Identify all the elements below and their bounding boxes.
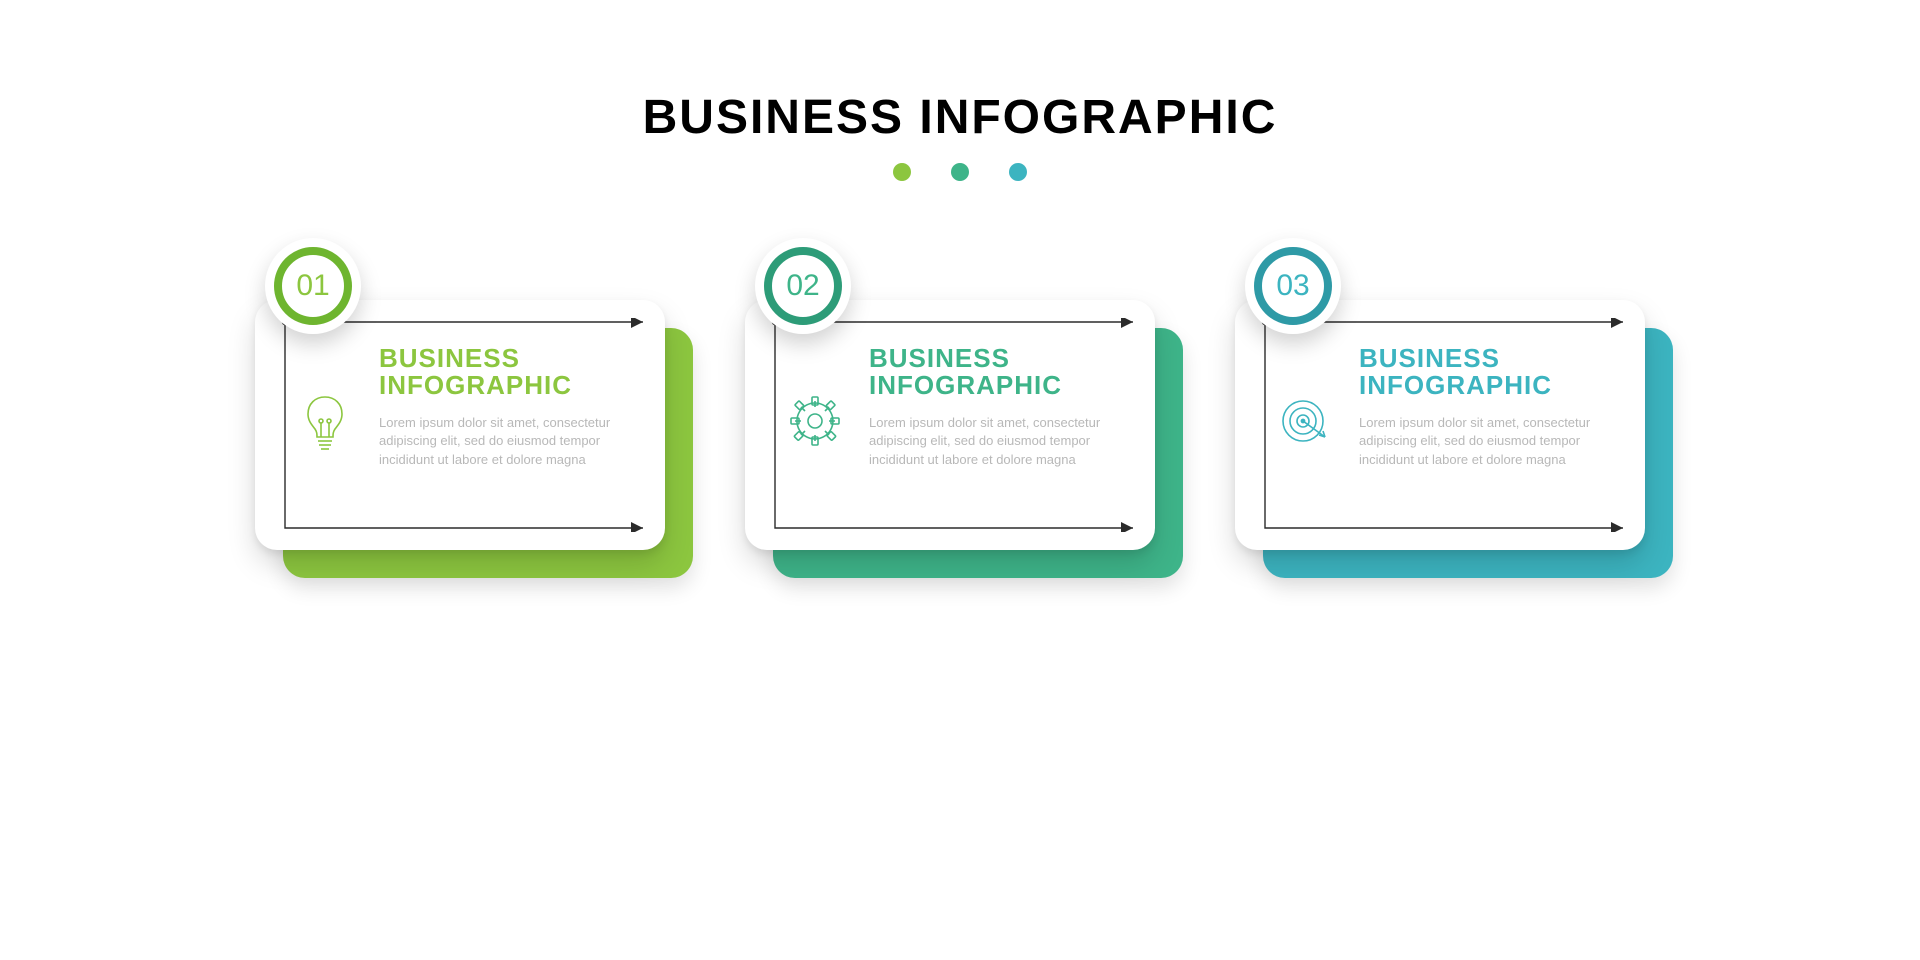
step-3-title: BUSINESSINFOGRAPHIC bbox=[1359, 345, 1615, 400]
steps-row: BUSINESSINFOGRAPHIC Lorem ipsum dolor si… bbox=[0, 300, 1920, 580]
step-2-frontcard: BUSINESSINFOGRAPHIC Lorem ipsum dolor si… bbox=[745, 300, 1155, 550]
step-1-frontcard: BUSINESSINFOGRAPHIC Lorem ipsum dolor si… bbox=[255, 300, 665, 550]
step-3-body: Lorem ipsum dolor sit amet, consectetur … bbox=[1359, 414, 1615, 471]
dot-2 bbox=[951, 163, 969, 181]
step-2: BUSINESSINFOGRAPHIC Lorem ipsum dolor si… bbox=[745, 300, 1175, 580]
step-1: BUSINESSINFOGRAPHIC Lorem ipsum dolor si… bbox=[255, 300, 685, 580]
dot-3 bbox=[1009, 163, 1027, 181]
step-2-title: BUSINESSINFOGRAPHIC bbox=[869, 345, 1125, 400]
header-dots bbox=[0, 163, 1920, 181]
step-2-body: Lorem ipsum dolor sit amet, consectetur … bbox=[869, 414, 1125, 471]
step-1-number: 01 bbox=[296, 269, 329, 303]
step-1-badge: 01 bbox=[265, 238, 361, 334]
step-1-body: Lorem ipsum dolor sit amet, consectetur … bbox=[379, 414, 635, 471]
step-2-ring: 02 bbox=[764, 247, 842, 325]
step-3: BUSINESSINFOGRAPHIC Lorem ipsum dolor si… bbox=[1235, 300, 1665, 580]
step-3-number: 03 bbox=[1276, 269, 1309, 303]
dot-1 bbox=[893, 163, 911, 181]
step-2-content: BUSINESSINFOGRAPHIC Lorem ipsum dolor si… bbox=[785, 345, 1125, 520]
step-3-badge: 03 bbox=[1245, 238, 1341, 334]
step-3-content: BUSINESSINFOGRAPHIC Lorem ipsum dolor si… bbox=[1275, 345, 1615, 520]
step-1-content: BUSINESSINFOGRAPHIC Lorem ipsum dolor si… bbox=[295, 345, 635, 520]
target-icon bbox=[1275, 345, 1335, 447]
gear-icon bbox=[785, 345, 845, 447]
page-title: BUSINESS INFOGRAPHIC bbox=[0, 90, 1920, 145]
step-1-title: BUSINESSINFOGRAPHIC bbox=[379, 345, 635, 400]
step-2-badge: 02 bbox=[755, 238, 851, 334]
step-1-ring: 01 bbox=[274, 247, 352, 325]
infographic-canvas: BUSINESS INFOGRAPHIC bbox=[0, 0, 1920, 960]
step-3-ring: 03 bbox=[1254, 247, 1332, 325]
header: BUSINESS INFOGRAPHIC bbox=[0, 90, 1920, 181]
step-3-frontcard: BUSINESSINFOGRAPHIC Lorem ipsum dolor si… bbox=[1235, 300, 1645, 550]
step-2-number: 02 bbox=[786, 269, 819, 303]
lightbulb-icon bbox=[295, 345, 355, 453]
